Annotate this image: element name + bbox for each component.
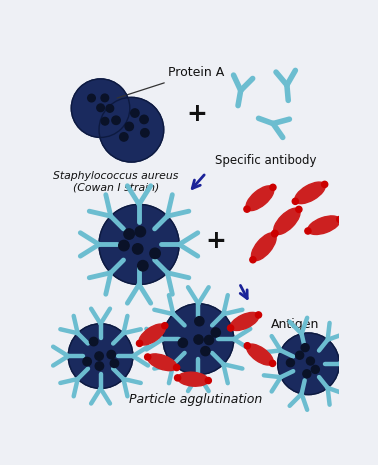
Text: Staphylococcus aureus
(Cowan I strain): Staphylococcus aureus (Cowan I strain) [53, 171, 179, 193]
Circle shape [211, 328, 220, 337]
Circle shape [124, 229, 134, 239]
Circle shape [112, 116, 120, 125]
Circle shape [162, 323, 168, 329]
Circle shape [71, 79, 130, 138]
Circle shape [175, 375, 181, 381]
Circle shape [68, 324, 133, 388]
Circle shape [150, 248, 160, 259]
Circle shape [97, 104, 104, 112]
Circle shape [140, 115, 148, 124]
Circle shape [99, 205, 179, 285]
Circle shape [99, 97, 164, 162]
Circle shape [178, 338, 187, 347]
Text: Specific antibody: Specific antibody [215, 154, 316, 167]
Circle shape [296, 351, 304, 359]
Circle shape [272, 231, 278, 237]
Circle shape [270, 184, 276, 191]
Circle shape [101, 118, 109, 125]
Circle shape [107, 351, 115, 359]
Ellipse shape [246, 186, 274, 211]
Circle shape [83, 358, 91, 366]
Circle shape [305, 228, 311, 234]
Circle shape [88, 94, 95, 102]
Circle shape [163, 304, 234, 375]
Circle shape [303, 370, 311, 378]
Circle shape [125, 122, 133, 131]
Circle shape [95, 352, 103, 360]
Ellipse shape [230, 312, 259, 331]
Text: +: + [186, 101, 207, 126]
Text: Antigen: Antigen [270, 318, 319, 331]
Circle shape [228, 325, 234, 331]
Ellipse shape [178, 372, 208, 386]
Circle shape [322, 181, 328, 187]
Ellipse shape [247, 344, 273, 365]
Circle shape [101, 94, 108, 102]
Text: +: + [206, 229, 226, 252]
Circle shape [195, 317, 204, 326]
Ellipse shape [139, 324, 165, 345]
Circle shape [287, 359, 294, 367]
Circle shape [244, 343, 250, 349]
Text: Particle agglutination: Particle agglutination [129, 393, 263, 406]
Circle shape [205, 378, 211, 384]
Text: Protein A: Protein A [117, 66, 224, 98]
Circle shape [278, 333, 339, 395]
Circle shape [141, 129, 149, 137]
Circle shape [90, 337, 98, 346]
Circle shape [337, 216, 343, 222]
Ellipse shape [274, 208, 300, 234]
Circle shape [174, 365, 180, 371]
Circle shape [133, 244, 143, 254]
Circle shape [135, 226, 146, 237]
Circle shape [136, 340, 143, 346]
Ellipse shape [251, 233, 276, 261]
Circle shape [95, 362, 104, 370]
Circle shape [272, 230, 278, 236]
Circle shape [106, 105, 114, 112]
Circle shape [307, 357, 314, 365]
Circle shape [138, 260, 148, 271]
Circle shape [244, 206, 250, 212]
Circle shape [311, 365, 319, 373]
Circle shape [204, 335, 214, 345]
Ellipse shape [308, 216, 340, 234]
Circle shape [119, 133, 128, 141]
Circle shape [145, 354, 151, 360]
Ellipse shape [147, 354, 177, 371]
Circle shape [301, 344, 309, 352]
Circle shape [250, 257, 256, 263]
Circle shape [110, 359, 119, 367]
Circle shape [270, 360, 276, 366]
Circle shape [296, 206, 302, 213]
Circle shape [256, 312, 262, 318]
Circle shape [131, 109, 139, 117]
Circle shape [201, 346, 210, 356]
Ellipse shape [295, 182, 325, 204]
Circle shape [292, 198, 298, 205]
Circle shape [194, 335, 203, 344]
Circle shape [119, 240, 129, 251]
